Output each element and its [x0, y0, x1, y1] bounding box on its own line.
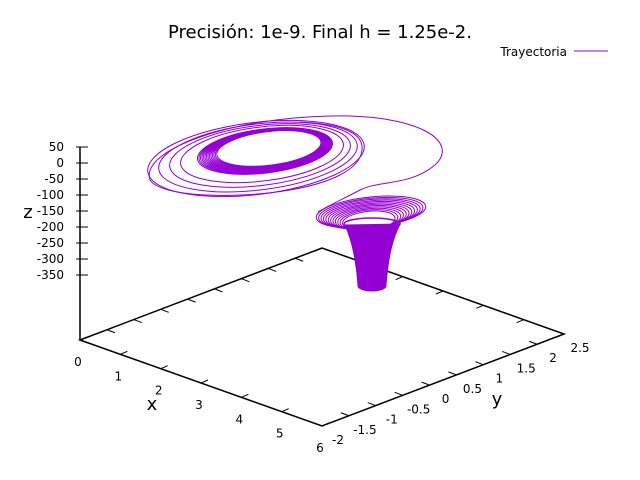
z-tick-label-6: -250 [37, 236, 64, 250]
trajectory-upper-wide-0 [180, 124, 344, 184]
legend-label-trayectoria: Trayectoria [499, 45, 567, 59]
y-tick-mirror-6 [241, 278, 250, 283]
axes-frame [77, 147, 567, 427]
x-tick-label-1: 1 [115, 369, 123, 383]
trajectory-funnel [344, 223, 401, 286]
x-tick-0 [79, 336, 88, 341]
y-tick-mirror-5 [214, 288, 223, 293]
y-tick-mirror-7 [268, 267, 277, 272]
x-tick-label-0: 0 [74, 355, 82, 369]
x-tick-mirror-4 [476, 304, 484, 309]
trajectory-upper-wide-1 [169, 123, 351, 188]
z-tick-label-3: -100 [37, 188, 64, 202]
z-axis-ticks: 50 0 -50 -100 -150 -200 -250 -300 -350 [37, 140, 88, 282]
y-axis-ticks: -2 -1.5 -1 -0.5 0 0.5 1 1.5 2 2.5 [79, 247, 590, 447]
trajectory-outer-loop [148, 115, 443, 213]
y-tick-mirror-8 [294, 257, 304, 262]
y-tick-label-4: 0 [442, 392, 450, 406]
y-tick-8 [528, 340, 538, 345]
y-tick-label-1: -1.5 [353, 423, 376, 437]
x-tick-label-6: 6 [316, 441, 324, 455]
z-tick-label-4: -150 [37, 204, 64, 218]
chart-title: Precisión: 1e-9. Final h = 1.25e-2. [168, 22, 472, 43]
y-axis-label: y [492, 389, 503, 410]
y-tick-label-9: 2.5 [570, 341, 589, 355]
x-tick-label-3: 3 [195, 398, 203, 412]
x-tick-mirror-0 [314, 247, 323, 252]
y-tick-mirror-4 [187, 298, 196, 303]
x-tick-label-4: 4 [236, 412, 244, 426]
y-tick-label-2: -1 [386, 413, 398, 427]
x-tick-4 [241, 393, 249, 398]
z-tick-label-1: 0 [56, 156, 64, 170]
x-tick-2 [160, 365, 168, 370]
y-tick-mirror-3 [160, 308, 169, 313]
z-tick-label-8: -350 [37, 268, 64, 282]
trajectory-upper-wide-2 [158, 121, 358, 193]
y-tick-9 [555, 330, 565, 335]
x-tick-3 [200, 379, 209, 384]
y-tick-label-5: 0.5 [463, 382, 482, 396]
y-tick-mirror-9 [321, 247, 331, 252]
y-tick-label-3: -0.5 [407, 402, 430, 416]
z-tick-label-2: -50 [44, 172, 64, 186]
x-tick-mirror-6 [556, 333, 565, 338]
trajectory-funnel-rim [343, 217, 401, 231]
x-tick-mirror-2 [395, 276, 403, 281]
x-tick-mirror-3 [435, 290, 444, 295]
z-tick-label-0: 50 [49, 140, 64, 154]
series-trayectoria [147, 115, 443, 292]
x-tick-6 [321, 422, 330, 427]
x-axis-label: x [147, 394, 158, 415]
y-tick-2 [367, 402, 376, 407]
y-tick-mirror-2 [133, 319, 142, 324]
trajectory-upper-orbit-13 [216, 130, 322, 167]
z-tick-label-7: -300 [37, 252, 64, 266]
x-tick-label-5: 5 [276, 427, 284, 441]
trajectory-connector [149, 121, 363, 196]
y-tick-5 [448, 371, 457, 376]
x-tick-label-2: 2 [155, 384, 163, 398]
x-tick-1 [120, 350, 128, 355]
z-tick-label-5: -200 [37, 220, 64, 234]
y-tick-mirror-0 [79, 339, 89, 344]
y-tick-label-0: -2 [332, 433, 344, 447]
y-tick-3 [394, 391, 403, 396]
y-tick-1 [340, 412, 350, 417]
y-tick-label-7: 1.5 [517, 361, 536, 375]
z-axis-label: z [23, 202, 32, 223]
x-tick-5 [281, 408, 289, 413]
y-tick-mirror-1 [106, 329, 116, 334]
y-tick-6 [475, 361, 484, 366]
y-tick-label-8: 2 [549, 351, 557, 365]
legend: Trayectoria [499, 45, 608, 59]
y-tick-4 [421, 381, 430, 386]
y-tick-0 [313, 422, 323, 427]
x-axis-ticks: 0 1 2 3 4 5 6 [74, 247, 565, 455]
trajectory-funnel-base [357, 280, 387, 292]
x-tick-mirror-5 [516, 319, 524, 324]
y-tick-label-6: 1 [496, 372, 504, 386]
y-tick-7 [502, 350, 511, 355]
